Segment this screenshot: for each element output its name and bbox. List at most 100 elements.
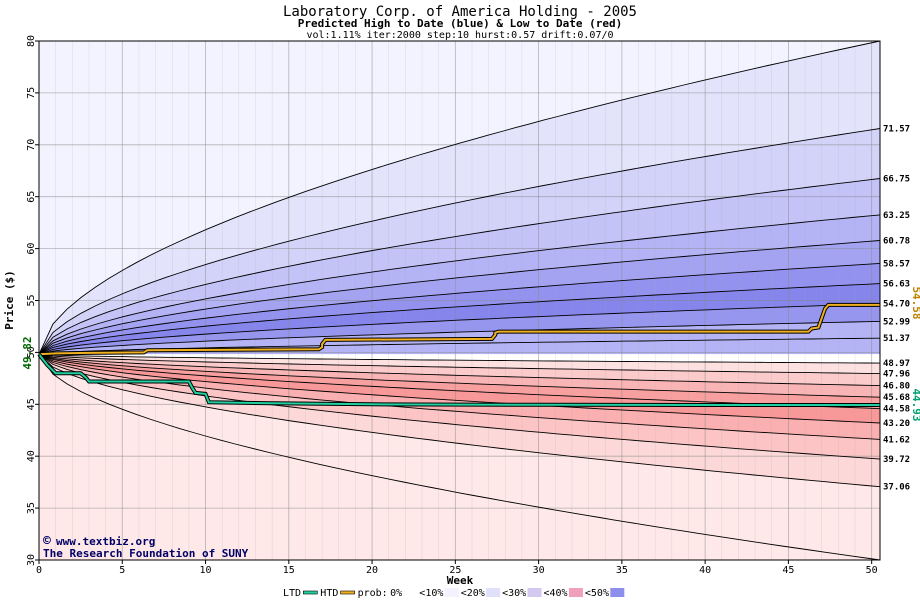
band-end-label: 37.06 [883, 483, 910, 493]
legend-htd-swatch [340, 590, 355, 595]
x-tick-label: 20 [366, 565, 378, 576]
htd-line [38, 303, 880, 356]
y-tick-label: 30 [26, 554, 37, 566]
band-boundary-10 [38, 353, 881, 364]
legend-ltd-swatch [302, 590, 318, 595]
y-tick-label: 60 [26, 243, 37, 255]
x-tick-label: 50 [866, 565, 878, 576]
high-band-3 [39, 178, 880, 355]
band-end-label: 52.99 [883, 317, 910, 327]
y-tick-label: 40 [26, 450, 37, 462]
chart-subtitle: Predicted High to Date (blue) & Low to D… [298, 17, 623, 30]
legend-prob-label-1: <10% [419, 588, 443, 599]
band-end-label: 56.63 [883, 280, 910, 290]
x-tick-label: 0 [36, 565, 42, 576]
x-tick-label: 40 [699, 565, 711, 576]
band-end-labels: 71.57 66.75 63.25 60.78 58.57 56.63 54.70 52.99… [883, 125, 910, 493]
x-tick-label: 35 [616, 565, 628, 576]
legend-prob-swatch-1 [444, 588, 459, 597]
high-band-0 [39, 41, 880, 355]
high-band-4 [39, 214, 880, 355]
band-boundary-5 [38, 262, 881, 355]
band-end-label: 51.37 [883, 334, 910, 344]
band-boundary-19 [38, 354, 881, 561]
band-boundary-12 [38, 353, 881, 387]
legend-prob-prefix: prob: [358, 588, 388, 599]
band-end-label: 44.58 [883, 405, 910, 415]
y-axis-label: Price ($) [3, 270, 16, 330]
band-end-label: 58.57 [883, 259, 910, 269]
legend: LTD HTD prob: 0% <10% <20% <30% <40% <50% [283, 588, 625, 599]
credit-website: www.textbiz.org [56, 535, 155, 548]
band-boundary-11 [38, 353, 881, 375]
probability-bands [39, 41, 880, 560]
band-boundary-13 [38, 353, 881, 398]
band-boundary-15 [38, 353, 881, 424]
legend-ltd-label: LTD [283, 588, 301, 599]
low-band-2 [39, 354, 880, 386]
y-tick-label: 45 [26, 398, 37, 410]
band-boundary-17 [38, 353, 881, 460]
band-boundary-0 [38, 40, 881, 355]
x-tick-label: 30 [533, 565, 545, 576]
y-tick-label: 75 [26, 87, 37, 99]
high-band-7 [39, 283, 880, 355]
htd-end-label: 54.58 [910, 286, 920, 319]
low-band-6 [39, 354, 880, 440]
chart-parameters: vol:1.11% iter:2000 step:10 hurst:0.57 d… [306, 30, 613, 41]
x-tick-label: 10 [200, 565, 212, 576]
y-axis-ticks: 30 35 40 45 50 55 60 65 70 75 80 [26, 35, 39, 566]
legend-prob-swatch-4 [568, 588, 583, 597]
band-boundary-4 [38, 240, 881, 355]
legend-prob-swatch-3 [527, 588, 542, 597]
y-tick-label: 80 [26, 35, 37, 47]
low-band-0 [39, 354, 880, 364]
band-boundary-18 [38, 353, 881, 488]
band-end-label: 60.78 [883, 237, 910, 247]
band-end-label: 47.96 [883, 370, 910, 380]
low-band-8 [39, 354, 880, 487]
credit-organization: The Research Foundation of SUNY [43, 547, 249, 560]
low-band-7 [39, 354, 880, 460]
chart-title: Laboratory Corp. of America Holding - 20… [283, 4, 637, 20]
y-tick-label: 55 [26, 294, 37, 306]
band-end-label: 71.57 [883, 125, 910, 135]
band-end-label: 48.97 [883, 359, 910, 369]
y-tick-label: 70 [26, 139, 37, 151]
legend-prob-label-5: <50% [585, 588, 609, 599]
x-tick-label: 5 [119, 565, 125, 576]
x-tick-label: 15 [283, 565, 295, 576]
high-band-1 [39, 41, 880, 355]
legend-prob-label-3: <30% [502, 588, 526, 599]
band-boundary-16 [38, 353, 881, 440]
legend-prob-swatch-2 [486, 588, 501, 597]
legend-prob-swatch-5 [610, 588, 625, 597]
credits: © www.textbiz.org The Research Foundatio… [43, 534, 249, 560]
legend-prob-swatch-0 [403, 588, 418, 597]
band-end-label: 63.25 [883, 211, 910, 221]
low-band-9 [39, 354, 880, 560]
x-tick-label: 25 [449, 565, 461, 576]
ltd-end-label: 44.93 [910, 388, 920, 421]
low-band-10 [39, 354, 880, 560]
band-boundary-8 [38, 320, 881, 355]
high-band-6 [39, 263, 880, 355]
start-price-label: 49.82 [21, 336, 34, 369]
legend-prob-label-4: <40% [544, 588, 568, 599]
high-band-8 [39, 303, 880, 355]
copyright-symbol: © [43, 534, 51, 549]
y-tick-label: 65 [26, 191, 37, 203]
band-boundary-6 [38, 283, 881, 355]
low-band-1 [39, 354, 880, 374]
band-boundary-3 [38, 214, 881, 355]
band-boundary-2 [38, 178, 881, 355]
band-end-label: 66.75 [883, 175, 910, 185]
band-end-label: 46.80 [883, 382, 910, 392]
band-end-label: 54.70 [883, 300, 910, 310]
x-axis-label: Week [447, 574, 474, 587]
x-axis-ticks: 0 5 10 15 20 25 30 35 40 45 50 [36, 560, 878, 576]
x-tick-label: 45 [782, 565, 794, 576]
legend-htd-label: HTD [320, 588, 338, 599]
legend-prob-label-0: 0% [390, 588, 402, 599]
